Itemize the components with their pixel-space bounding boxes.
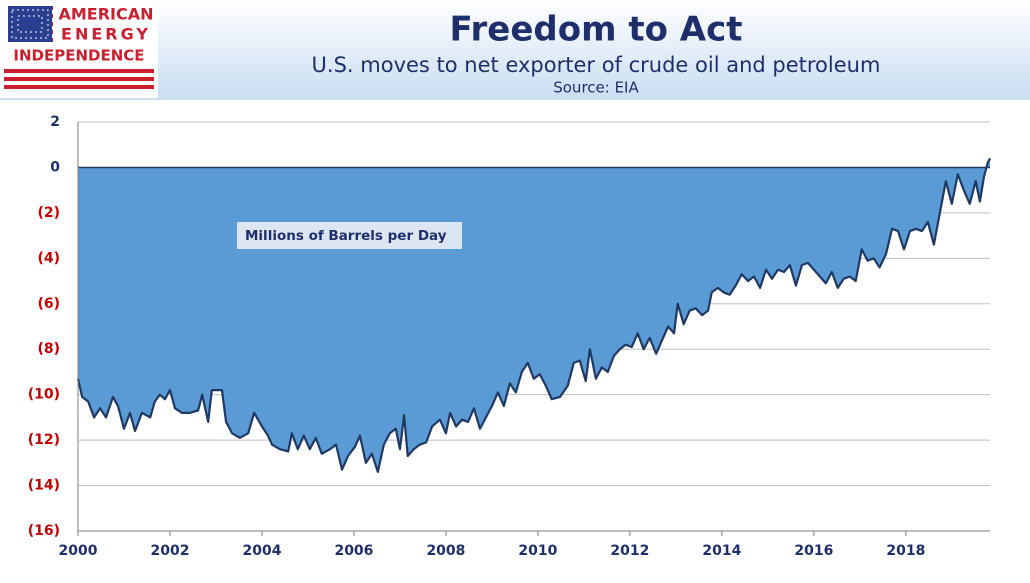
y-tick-label: (2) (37, 205, 60, 221)
y-tick-label: (6) (37, 296, 60, 312)
annotation-box (237, 222, 462, 249)
x-tick-label: 2000 (59, 543, 98, 559)
chart-source: Source: EIA (553, 79, 639, 97)
y-tick-label: (16) (28, 523, 60, 539)
y-tick-label: (12) (28, 432, 60, 448)
y-tick-label: (10) (28, 387, 60, 403)
x-tick-label: 2010 (518, 543, 557, 559)
flag (8, 6, 53, 43)
y-tick-label: (4) (37, 250, 60, 266)
y-tick-label: 0 (50, 159, 60, 175)
x-tick-label: 2016 (794, 543, 833, 559)
y-tick-label: (14) (28, 478, 60, 494)
y-tick-label: (8) (37, 341, 60, 357)
x-tick-label: 2006 (334, 543, 373, 559)
x-tick-label: 2018 (886, 543, 925, 559)
annotation: Millions of Barrels per Day (245, 228, 447, 244)
chart-title: Freedom to Act (449, 10, 742, 50)
x-tick-label: 2012 (610, 543, 649, 559)
logo-line: AMERICAN (58, 5, 153, 24)
line (76, 157, 991, 474)
y-tick-label: 2 (50, 114, 60, 130)
x-tick-label: 2008 (426, 543, 465, 559)
x-tick-label: 2014 (702, 543, 741, 559)
chart-subtitle: U.S. moves to net exporter of crude oil … (312, 53, 881, 77)
logo-line: INDEPENDENCE (13, 47, 144, 65)
x-tick-label: 2002 (150, 543, 189, 559)
area (78, 158, 990, 472)
x-tick-label: 2004 (242, 543, 281, 559)
logo: AMERICAN ENERGY INDEPENDENCE (0, 0, 158, 98)
logo-stripe (4, 85, 154, 89)
header-band (0, 0, 1030, 100)
logo-line: ENERGY (61, 25, 151, 44)
logo-stripe (4, 77, 154, 81)
plot-area: 2 0 (2) (4) (6) (8) (10) (12) (14) (16) 2000 2002 20… (28, 114, 991, 559)
logo-stripe (4, 69, 154, 73)
